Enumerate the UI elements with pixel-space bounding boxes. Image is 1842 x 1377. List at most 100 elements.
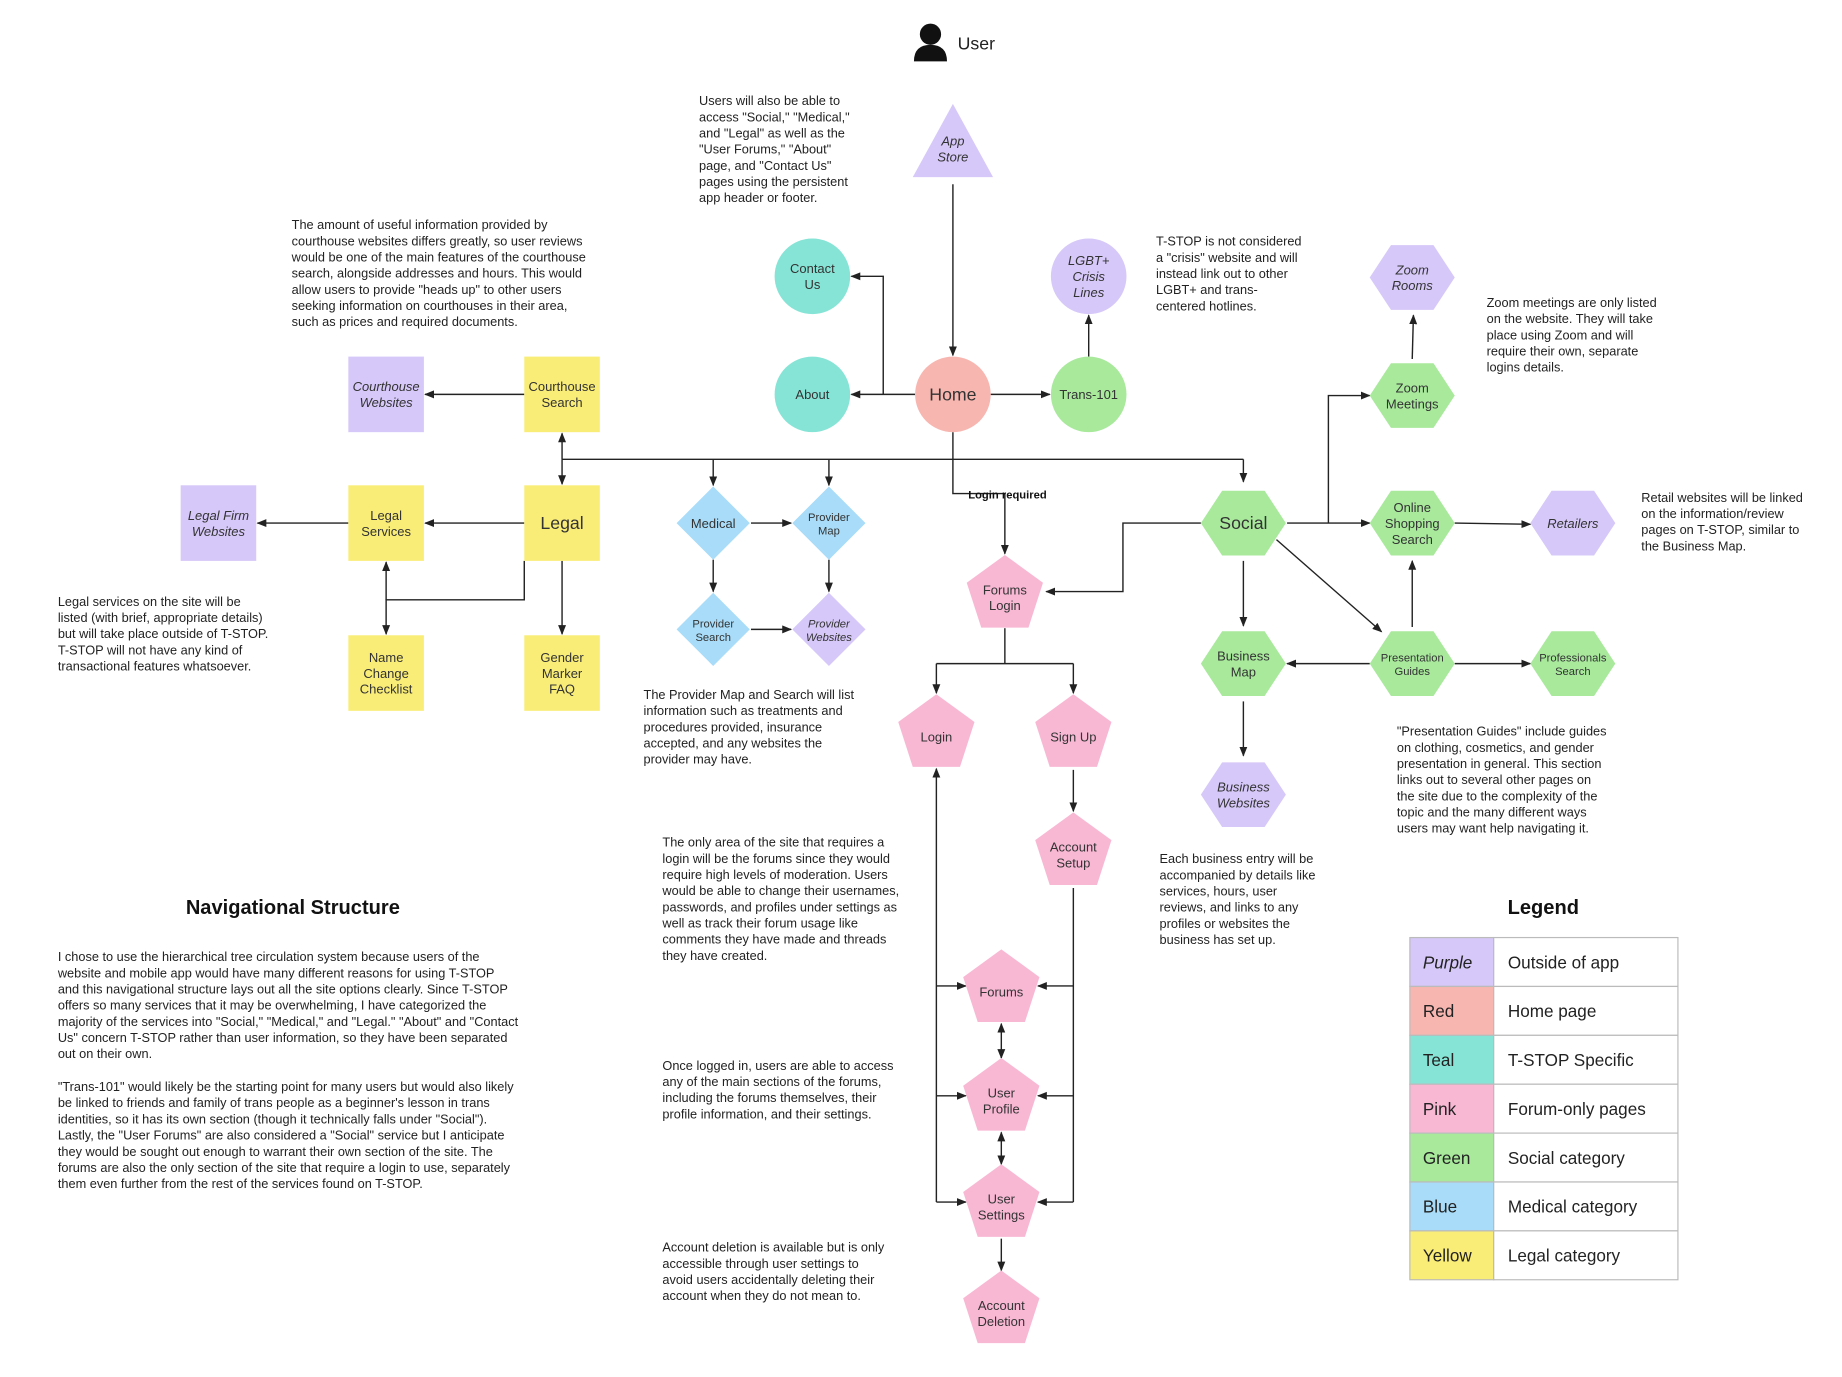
- legend-color-name: Pink: [1423, 1100, 1457, 1119]
- node-label: Provider: [692, 618, 734, 630]
- note-line: require high levels of moderation. Users: [662, 867, 887, 882]
- note-line: forums are also the only section of the …: [58, 1160, 511, 1175]
- node-label: Zoom: [1395, 262, 1429, 277]
- node-trans101: Trans-101: [1050, 356, 1127, 433]
- legend-title: Legend: [1508, 897, 1579, 919]
- note-line: accepted, and any websites the: [644, 736, 823, 751]
- note-line: account when they do not mean to.: [662, 1288, 860, 1303]
- node-label: Search: [695, 632, 731, 644]
- note-logged-in: Once logged in, users are able to access…: [662, 1058, 893, 1122]
- legend-meaning: Home page: [1508, 1002, 1596, 1021]
- node-label: Presentation: [1381, 653, 1444, 665]
- node-label: Zoom: [1396, 380, 1429, 395]
- note-line: topic and the many different ways: [1397, 805, 1587, 820]
- node-label: Map: [818, 526, 840, 538]
- note-line: Account deletion is available but is onl…: [662, 1240, 884, 1255]
- node-legal: Legal: [524, 485, 600, 561]
- node-label: About: [795, 387, 829, 402]
- note-line: including the forums themselves, their: [662, 1090, 877, 1105]
- note-login-area: The only area of the site that requires …: [661, 835, 899, 963]
- user-icon: [913, 23, 948, 62]
- edge-legal-name-change: [382, 560, 525, 636]
- node-label: Home: [929, 384, 976, 404]
- edge-social-presentation: [1275, 539, 1383, 633]
- user-header: User: [913, 23, 995, 62]
- edge-home-forums-login: [952, 459, 1009, 555]
- node-label: Setup: [1056, 856, 1090, 871]
- note-line: accompanied by details like: [1160, 867, 1316, 882]
- note-line: majority of the services into "Social," …: [58, 1014, 519, 1029]
- note-line: on clothing, cosmetics, and gender: [1397, 740, 1595, 755]
- node-label: Crisis: [1072, 269, 1105, 284]
- node-label: Business: [1217, 779, 1270, 794]
- note-line: links out to several other pages on: [1397, 772, 1591, 787]
- user-label: User: [958, 34, 995, 54]
- node-label: Meetings: [1386, 396, 1439, 411]
- node-provider-map: Provider Map: [792, 486, 866, 560]
- note-line: avoid users accidentally deleting their: [662, 1272, 875, 1287]
- node-label: Map: [1231, 664, 1256, 679]
- note-line: would be able to change their usernames,: [661, 883, 899, 898]
- edges: Login required: [256, 184, 1532, 1272]
- legend: Legend Purple Outside of app Red Home page T…: [1409, 897, 1679, 1281]
- node-label: Sign Up: [1050, 730, 1096, 745]
- node-provider-search: Provider Search: [676, 592, 750, 666]
- legend-row-teal: Teal T-STOP Specific: [1409, 1034, 1679, 1085]
- node-label: Social: [1219, 513, 1267, 533]
- legend-meaning: Legal category: [1508, 1247, 1621, 1266]
- node-label: Online: [1393, 500, 1431, 515]
- node-retailers: Retailers: [1530, 490, 1616, 556]
- node-label: Name: [369, 650, 404, 665]
- note-legal-services: Legal services on the site will belisted…: [58, 594, 269, 674]
- node-label: Search: [542, 395, 583, 410]
- login-required-label: Login required: [968, 489, 1047, 501]
- edge-zoom-meetings-rooms: [1409, 314, 1418, 359]
- note-nav-p1: I chose to use the hierarchical tree cir…: [57, 949, 519, 1061]
- node-label: Lines: [1073, 285, 1105, 300]
- node-label: User: [988, 1085, 1016, 1100]
- legend-meaning: Medical category: [1508, 1198, 1638, 1217]
- edge-shopping-retailers: [1454, 520, 1532, 529]
- note-line: be linked to friends and family of trans…: [58, 1095, 490, 1110]
- note-line: The only area of the site that requires …: [662, 835, 885, 850]
- node-forums: Forums: [963, 949, 1040, 1022]
- note-line: Lastly, the "User Forums" are also consi…: [58, 1128, 505, 1143]
- note-line: out on their own.: [58, 1046, 152, 1061]
- node-provider-websites: Provider Websites: [792, 592, 866, 666]
- node-label: Rooms: [1392, 278, 1434, 293]
- node-home: Home: [915, 356, 991, 433]
- note-line: T-STOP will not have any kind of: [58, 642, 243, 657]
- node-label: Courthouse: [353, 379, 420, 394]
- note-line: business has set up.: [1160, 932, 1276, 947]
- note-nav-p2: "Trans-101" would likely be the starting…: [58, 1079, 514, 1191]
- note-line: profile information, and their settings.: [662, 1106, 871, 1121]
- note-line: services, hours, user: [1160, 884, 1278, 899]
- note-line: login will be the forums since they woul…: [662, 851, 890, 866]
- node-label: Websites: [1217, 795, 1271, 810]
- note-line: them even further from the rest of the s…: [58, 1176, 423, 1191]
- note-line: and this navigational structure lays out…: [58, 982, 508, 997]
- legend-meaning: Outside of app: [1508, 953, 1619, 972]
- node-label: Guides: [1394, 666, 1430, 678]
- note-line: reviews, and links to any: [1160, 900, 1300, 915]
- note-deletion: Account deletion is available but is onl…: [662, 1240, 884, 1304]
- legend-meaning: T-STOP Specific: [1508, 1051, 1634, 1070]
- edge-social-zoom-meetings: [1327, 391, 1371, 524]
- note-line: logins details.: [1487, 360, 1564, 375]
- node-login: Login: [898, 694, 975, 767]
- legend-row-green: Green Social category: [1409, 1132, 1679, 1183]
- node-label: Settings: [978, 1208, 1025, 1223]
- node-label: Account: [1050, 840, 1097, 855]
- node-label: Checklist: [360, 682, 413, 697]
